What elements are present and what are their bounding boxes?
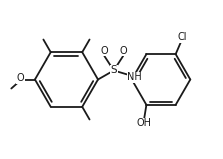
Text: NH: NH: [127, 72, 142, 82]
Text: S: S: [110, 66, 117, 76]
Text: O: O: [119, 46, 127, 56]
Text: OH: OH: [137, 118, 152, 128]
Text: O: O: [17, 73, 24, 83]
Text: Cl: Cl: [178, 32, 187, 42]
Text: O: O: [101, 46, 108, 56]
